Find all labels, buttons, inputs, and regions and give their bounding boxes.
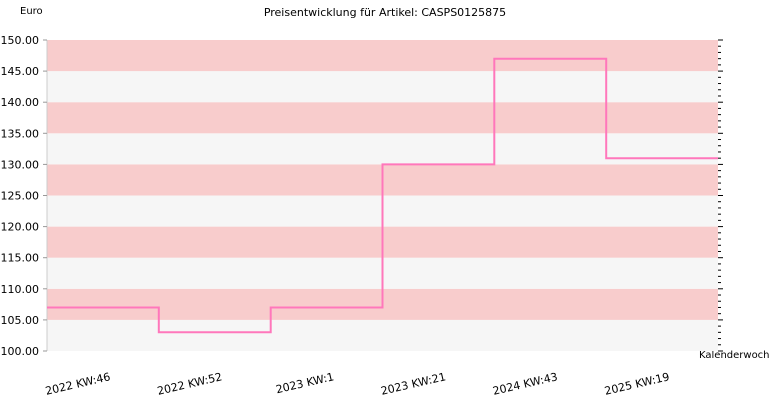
x-tick-label: 2023 KW:1 bbox=[275, 370, 336, 396]
price-series-line bbox=[47, 57, 718, 334]
band bbox=[47, 319, 718, 351]
y-tick-label: 135.00 bbox=[1, 127, 40, 140]
y-tick-label: 115.00 bbox=[1, 252, 40, 265]
x-axis-label: Kalenderwoche bbox=[699, 350, 770, 361]
y-tick-label: 120.00 bbox=[1, 221, 40, 234]
y-tick-label: 100.00 bbox=[1, 345, 40, 358]
y-tick-label: 140.00 bbox=[1, 96, 40, 109]
y-tick-label: 110.00 bbox=[1, 283, 40, 296]
y-tick-label: 150.00 bbox=[1, 34, 40, 47]
y-tick-label: 125.00 bbox=[1, 190, 40, 203]
y-tick-label: 145.00 bbox=[1, 65, 40, 78]
x-tick-label: 2023 KW:21 bbox=[380, 370, 447, 398]
band bbox=[47, 40, 718, 72]
band bbox=[47, 102, 718, 134]
y-tick-label: 105.00 bbox=[1, 314, 40, 327]
x-tick-label: 2022 KW:52 bbox=[156, 370, 223, 398]
x-tick-label: 2024 KW:43 bbox=[491, 370, 558, 398]
y-axis-label: Euro bbox=[20, 6, 43, 17]
x-tick-label: 2025 KW:19 bbox=[603, 370, 670, 398]
y-tick-label: 130.00 bbox=[1, 158, 40, 171]
x-tick-label: 2022 KW:46 bbox=[44, 370, 111, 398]
band bbox=[47, 133, 718, 165]
chart-title: Preisentwicklung für Artikel: CASPS01258… bbox=[263, 6, 507, 19]
band bbox=[47, 71, 718, 103]
